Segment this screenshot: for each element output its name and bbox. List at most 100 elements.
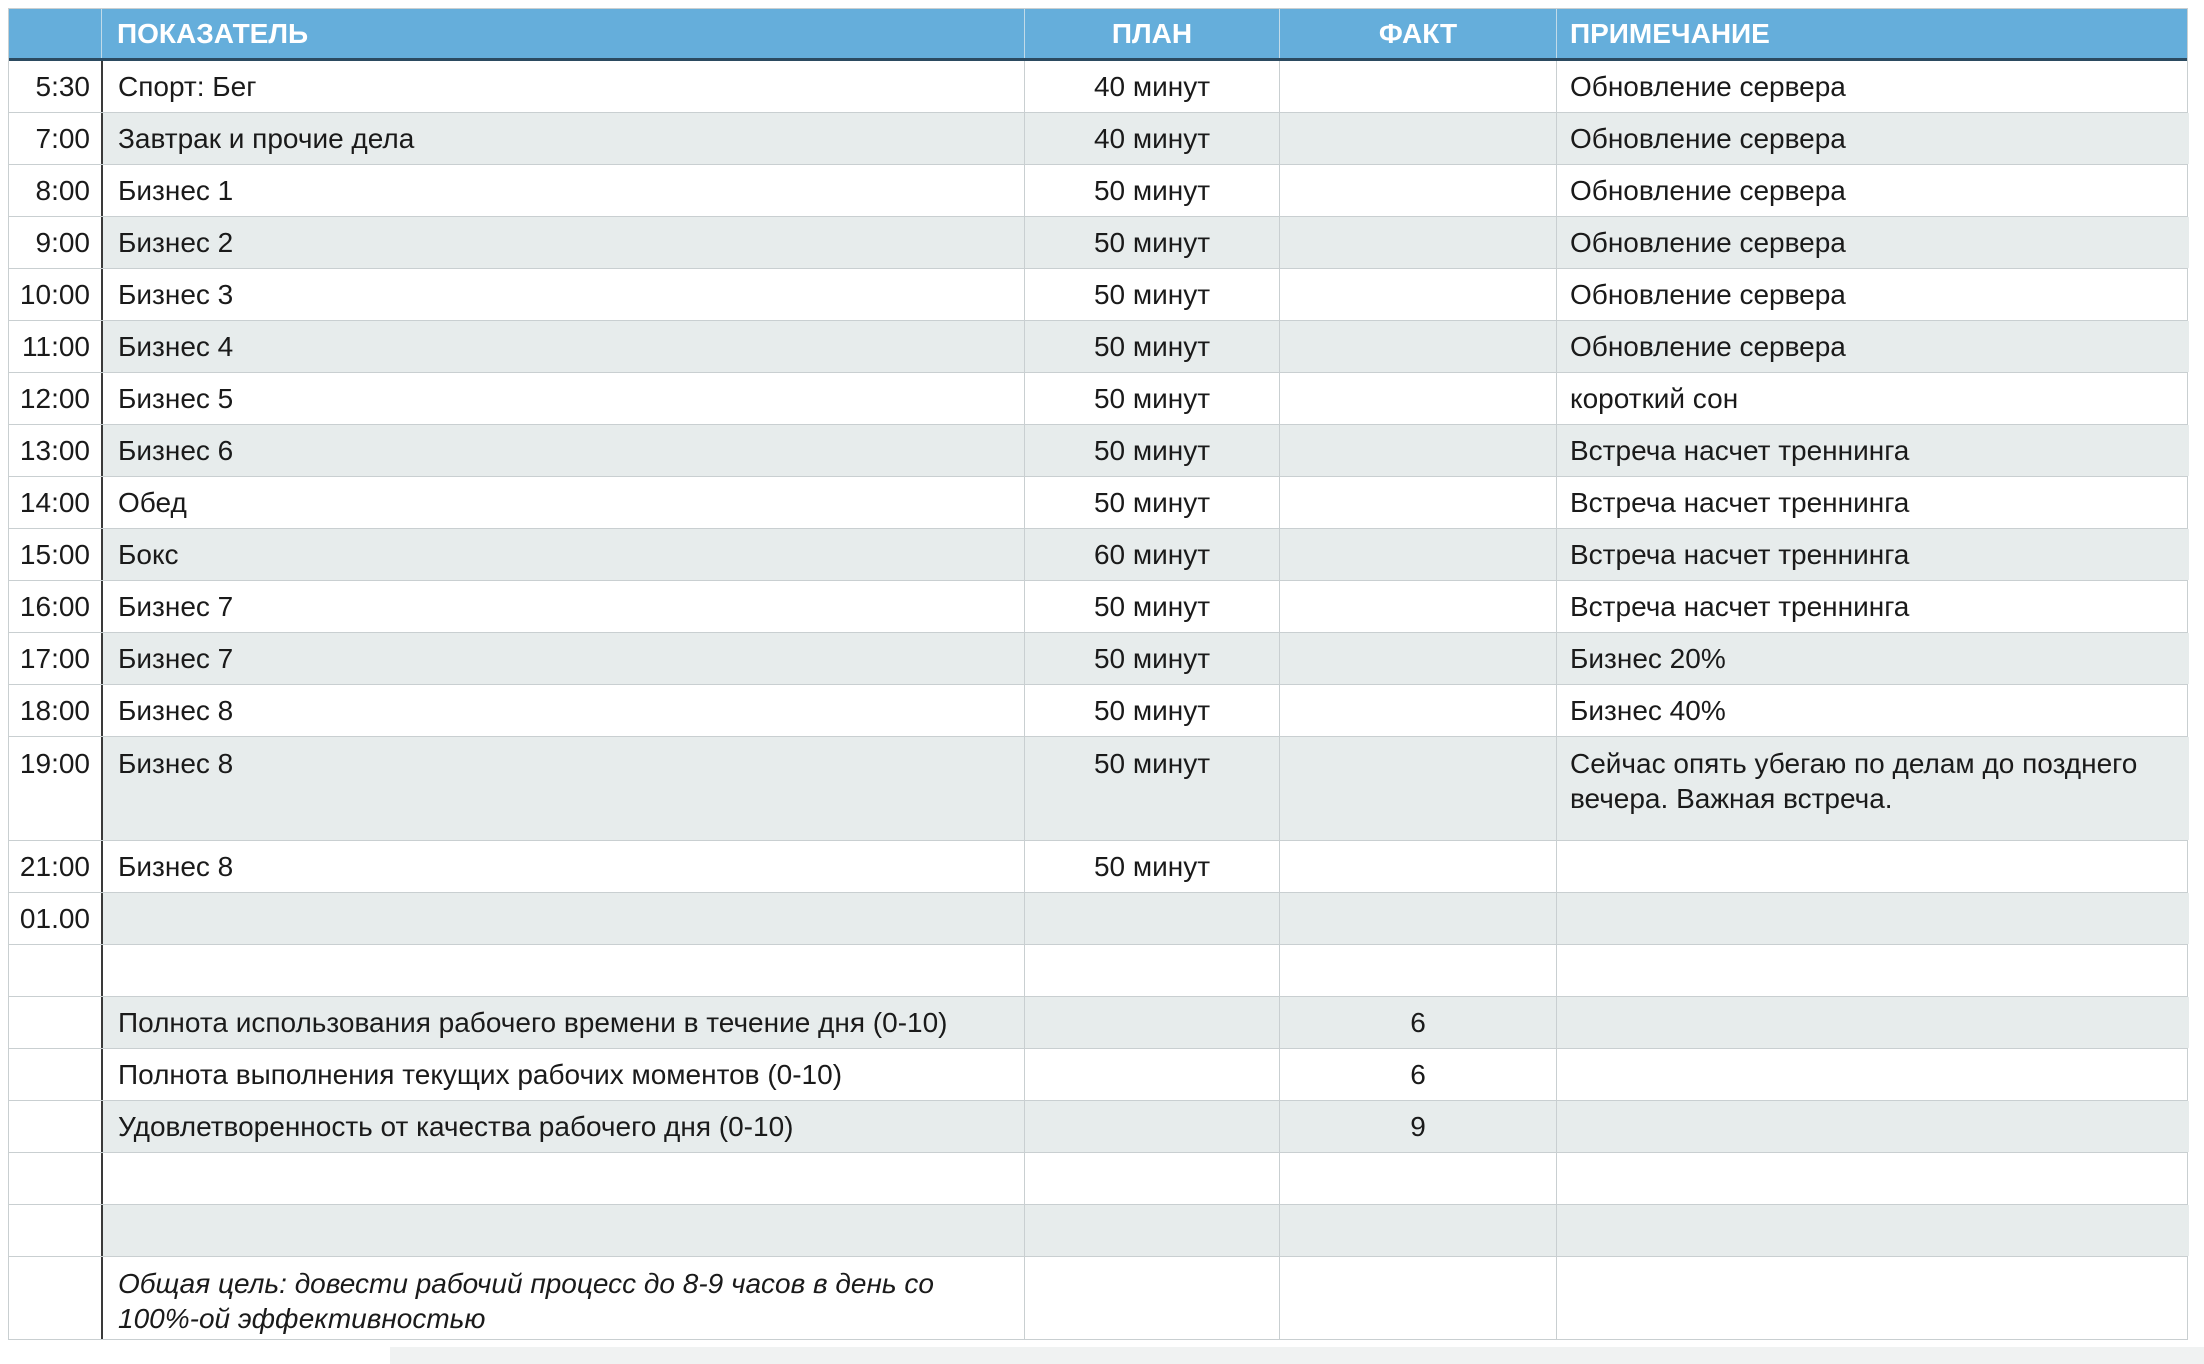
plan-cell[interactable] (1024, 997, 1279, 1048)
fact-cell[interactable] (1279, 841, 1556, 892)
plan-cell[interactable]: 50 минут (1024, 321, 1279, 372)
header-note[interactable]: ПРИМЕЧАНИЕ (1556, 9, 2189, 58)
fact-cell[interactable] (1279, 321, 1556, 372)
time-cell[interactable]: 15:00 (9, 529, 101, 580)
time-cell[interactable]: 9:00 (9, 217, 101, 268)
note-cell[interactable]: Обновление сервера (1556, 113, 2189, 164)
indicator-cell[interactable]: Полнота использования рабочего времени в… (101, 997, 1024, 1048)
time-cell[interactable] (9, 1153, 101, 1204)
plan-cell[interactable]: 40 минут (1024, 61, 1279, 112)
note-cell[interactable] (1556, 893, 2189, 944)
note-cell[interactable]: Обновление сервера (1556, 61, 2189, 112)
indicator-cell[interactable]: Удовлетворенность от качества рабочего д… (101, 1101, 1024, 1152)
time-cell[interactable]: 8:00 (9, 165, 101, 216)
fact-cell[interactable]: 6 (1279, 997, 1556, 1048)
indicator-cell[interactable]: Бизнес 7 (101, 581, 1024, 632)
fact-cell[interactable] (1279, 477, 1556, 528)
plan-cell[interactable]: 50 минут (1024, 477, 1279, 528)
indicator-cell[interactable]: Бизнес 1 (101, 165, 1024, 216)
note-cell[interactable]: Обновление сервера (1556, 217, 2189, 268)
indicator-cell[interactable] (101, 893, 1024, 944)
note-cell[interactable] (1556, 841, 2189, 892)
plan-cell[interactable]: 50 минут (1024, 737, 1279, 840)
indicator-cell[interactable] (101, 1205, 1024, 1256)
indicator-cell[interactable]: Спорт: Бег (101, 61, 1024, 112)
time-cell[interactable]: 16:00 (9, 581, 101, 632)
note-cell[interactable]: Встреча насчет треннинга (1556, 477, 2189, 528)
note-cell[interactable] (1556, 997, 2189, 1048)
fact-cell[interactable] (1279, 165, 1556, 216)
fact-cell[interactable] (1279, 61, 1556, 112)
fact-cell[interactable]: 6 (1279, 1049, 1556, 1100)
plan-cell[interactable] (1024, 1049, 1279, 1100)
plan-cell[interactable]: 50 минут (1024, 217, 1279, 268)
time-cell[interactable]: 17:00 (9, 633, 101, 684)
time-cell[interactable]: 10:00 (9, 269, 101, 320)
note-cell[interactable]: Обновление сервера (1556, 321, 2189, 372)
time-cell[interactable]: 18:00 (9, 685, 101, 736)
time-cell[interactable]: 11:00 (9, 321, 101, 372)
note-cell[interactable]: Сейчас опять убегаю по делам до позднего… (1556, 737, 2189, 840)
indicator-cell[interactable]: Бизнес 7 (101, 633, 1024, 684)
plan-cell[interactable]: 50 минут (1024, 685, 1279, 736)
fact-cell[interactable] (1279, 529, 1556, 580)
plan-cell[interactable] (1024, 945, 1279, 996)
plan-cell[interactable]: 50 минут (1024, 425, 1279, 476)
plan-cell[interactable] (1024, 893, 1279, 944)
indicator-cell[interactable]: Общая цель: довести рабочий процесс до 8… (101, 1257, 1024, 1339)
indicator-cell[interactable]: Бизнес 3 (101, 269, 1024, 320)
plan-cell[interactable] (1024, 1153, 1279, 1204)
indicator-cell[interactable]: Завтрак и прочие дела (101, 113, 1024, 164)
note-cell[interactable]: Бизнес 20% (1556, 633, 2189, 684)
fact-cell[interactable] (1279, 893, 1556, 944)
fact-cell[interactable] (1279, 217, 1556, 268)
plan-cell[interactable]: 50 минут (1024, 841, 1279, 892)
note-cell[interactable] (1556, 1101, 2189, 1152)
indicator-cell[interactable] (101, 1153, 1024, 1204)
fact-cell[interactable] (1279, 425, 1556, 476)
note-cell[interactable]: Встреча насчет треннинга (1556, 425, 2189, 476)
time-cell[interactable] (9, 1205, 101, 1256)
note-cell[interactable]: Обновление сервера (1556, 165, 2189, 216)
header-indicator[interactable]: ПОКАЗАТЕЛЬ (101, 9, 1024, 58)
indicator-cell[interactable]: Бизнес 5 (101, 373, 1024, 424)
indicator-cell[interactable] (101, 945, 1024, 996)
note-cell[interactable] (1556, 1205, 2189, 1256)
time-cell[interactable] (9, 945, 101, 996)
fact-cell[interactable] (1279, 373, 1556, 424)
time-cell[interactable]: 12:00 (9, 373, 101, 424)
plan-cell[interactable]: 50 минут (1024, 373, 1279, 424)
time-cell[interactable]: 13:00 (9, 425, 101, 476)
fact-cell[interactable] (1279, 1153, 1556, 1204)
note-cell[interactable]: Обновление сервера (1556, 269, 2189, 320)
fact-cell[interactable] (1279, 737, 1556, 840)
indicator-cell[interactable]: Бизнес 4 (101, 321, 1024, 372)
fact-cell[interactable]: 9 (1279, 1101, 1556, 1152)
note-cell[interactable] (1556, 1153, 2189, 1204)
note-cell[interactable]: Бизнес 40% (1556, 685, 2189, 736)
indicator-cell[interactable]: Бизнес 8 (101, 685, 1024, 736)
time-cell[interactable] (9, 1101, 101, 1152)
time-cell[interactable]: 01.00 (9, 893, 101, 944)
plan-cell[interactable] (1024, 1101, 1279, 1152)
note-cell[interactable] (1556, 945, 2189, 996)
indicator-cell[interactable]: Бизнес 2 (101, 217, 1024, 268)
indicator-cell[interactable]: Бизнес 6 (101, 425, 1024, 476)
plan-cell[interactable] (1024, 1205, 1279, 1256)
plan-cell[interactable]: 60 минут (1024, 529, 1279, 580)
time-cell[interactable] (9, 1257, 101, 1339)
time-cell[interactable]: 5:30 (9, 61, 101, 112)
plan-cell[interactable]: 50 минут (1024, 269, 1279, 320)
note-cell[interactable] (1556, 1049, 2189, 1100)
fact-cell[interactable] (1279, 1257, 1556, 1339)
plan-cell[interactable]: 40 минут (1024, 113, 1279, 164)
note-cell[interactable]: короткий сон (1556, 373, 2189, 424)
time-cell[interactable] (9, 1049, 101, 1100)
plan-cell[interactable]: 50 минут (1024, 633, 1279, 684)
indicator-cell[interactable]: Бокс (101, 529, 1024, 580)
time-cell[interactable]: 21:00 (9, 841, 101, 892)
time-cell[interactable]: 7:00 (9, 113, 101, 164)
indicator-cell[interactable]: Бизнес 8 (101, 737, 1024, 840)
note-cell[interactable] (1556, 1257, 2189, 1339)
note-cell[interactable]: Встреча насчет треннинга (1556, 581, 2189, 632)
